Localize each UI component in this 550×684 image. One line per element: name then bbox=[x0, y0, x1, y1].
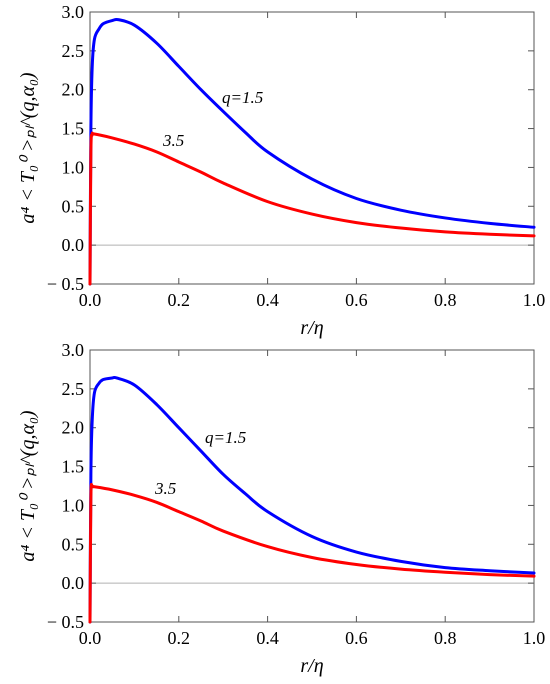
top-y-tick-label: 0.5 bbox=[62, 196, 85, 216]
bottom-y-tick-group: − 0.5 0.0 0.5 1.0 1.5 2.0 2.5 3.0 bbox=[47, 340, 534, 632]
bottom-y-axis-label: a⁴ < T₀⁰ >ₚₗ^(q,α₀) bbox=[17, 410, 39, 561]
bottom-y-tick-label: 0.5 bbox=[62, 534, 85, 554]
bottom-x-tick-label: 0.2 bbox=[168, 628, 191, 648]
top-series-line-q35 bbox=[88, 131, 536, 286]
bottom-x-tick-label: 0.8 bbox=[434, 628, 457, 648]
bottom-x-tick-group: 0.0 0.2 0.4 0.6 0.8 1.0 bbox=[79, 350, 546, 648]
bottom-y-tick-label: − 0.5 bbox=[47, 612, 84, 632]
top-x-tick-group: 0.0 0.2 0.4 0.6 0.8 1.0 bbox=[79, 12, 546, 310]
bottom-label-q15: q=1.5 bbox=[205, 428, 246, 447]
bottom-x-tick-label: 0.4 bbox=[256, 628, 279, 648]
bottom-label-35: 3.5 bbox=[154, 479, 176, 498]
top-x-axis-label: r/η bbox=[300, 317, 323, 339]
bottom-y-tick-label: 1.0 bbox=[62, 495, 85, 515]
top-y-tick-label: 2.5 bbox=[62, 41, 85, 61]
bottom-y-tick-label: 2.0 bbox=[62, 418, 85, 438]
bottom-x-tick-label: 1.0 bbox=[523, 628, 546, 648]
top-series-group bbox=[88, 17, 536, 286]
top-x-tick-label: 0.4 bbox=[256, 290, 279, 310]
top-y-tick-label: 2.0 bbox=[62, 80, 85, 100]
top-y-tick-label: − 0.5 bbox=[47, 274, 84, 294]
bottom-series-group bbox=[88, 375, 536, 624]
bottom-series-line-q15 bbox=[88, 375, 536, 624]
top-x-tick-label: 1.0 bbox=[523, 290, 546, 310]
top-label-35: 3.5 bbox=[162, 131, 184, 150]
bottom-x-tick-label: 0.6 bbox=[345, 628, 368, 648]
top-x-tick-label: 0.2 bbox=[168, 290, 191, 310]
top-series-line-q15 bbox=[88, 17, 536, 286]
bottom-series-line-q35 bbox=[88, 482, 536, 624]
bottom-y-tick-label: 1.5 bbox=[62, 457, 85, 477]
top-x-tick-label: 0.8 bbox=[434, 290, 457, 310]
top-label-q15: q=1.5 bbox=[222, 88, 263, 107]
bottom-y-tick-label: 0.0 bbox=[62, 573, 85, 593]
bottom-y-tick-label: 3.0 bbox=[62, 340, 85, 360]
top-x-tick-label: 0.0 bbox=[79, 290, 102, 310]
bottom-x-tick-label: 0.0 bbox=[79, 628, 102, 648]
top-y-tick-label: 0.0 bbox=[62, 235, 85, 255]
bottom-y-tick-label: 2.5 bbox=[62, 379, 85, 399]
top-y-axis-label: a⁴ < T₀⁰ >ₚₗ^(q,α₀) bbox=[17, 72, 39, 223]
bottom-chart-panel: 0.0 0.2 0.4 0.6 0.8 1.0 − 0.50.00.51.01.52.02… bbox=[17, 340, 545, 677]
top-y-tick-label: 1.5 bbox=[62, 119, 85, 139]
top-y-tick-group: − 0.5 0.0 0.5 1.0 1.5 2.0 2.5 3.0 bbox=[47, 2, 534, 294]
bottom-x-axis-label: r/η bbox=[300, 655, 323, 677]
top-y-tick-label: 1.0 bbox=[62, 157, 85, 177]
top-y-tick-label: 3.0 bbox=[62, 2, 85, 22]
top-plot-frame bbox=[89, 11, 535, 285]
top-x-tick-label: 0.6 bbox=[345, 290, 368, 310]
top-chart-panel: 0.0 0.2 0.4 0.6 0.8 1.0 − 0.50.00.51.01.52.02… bbox=[17, 2, 545, 339]
